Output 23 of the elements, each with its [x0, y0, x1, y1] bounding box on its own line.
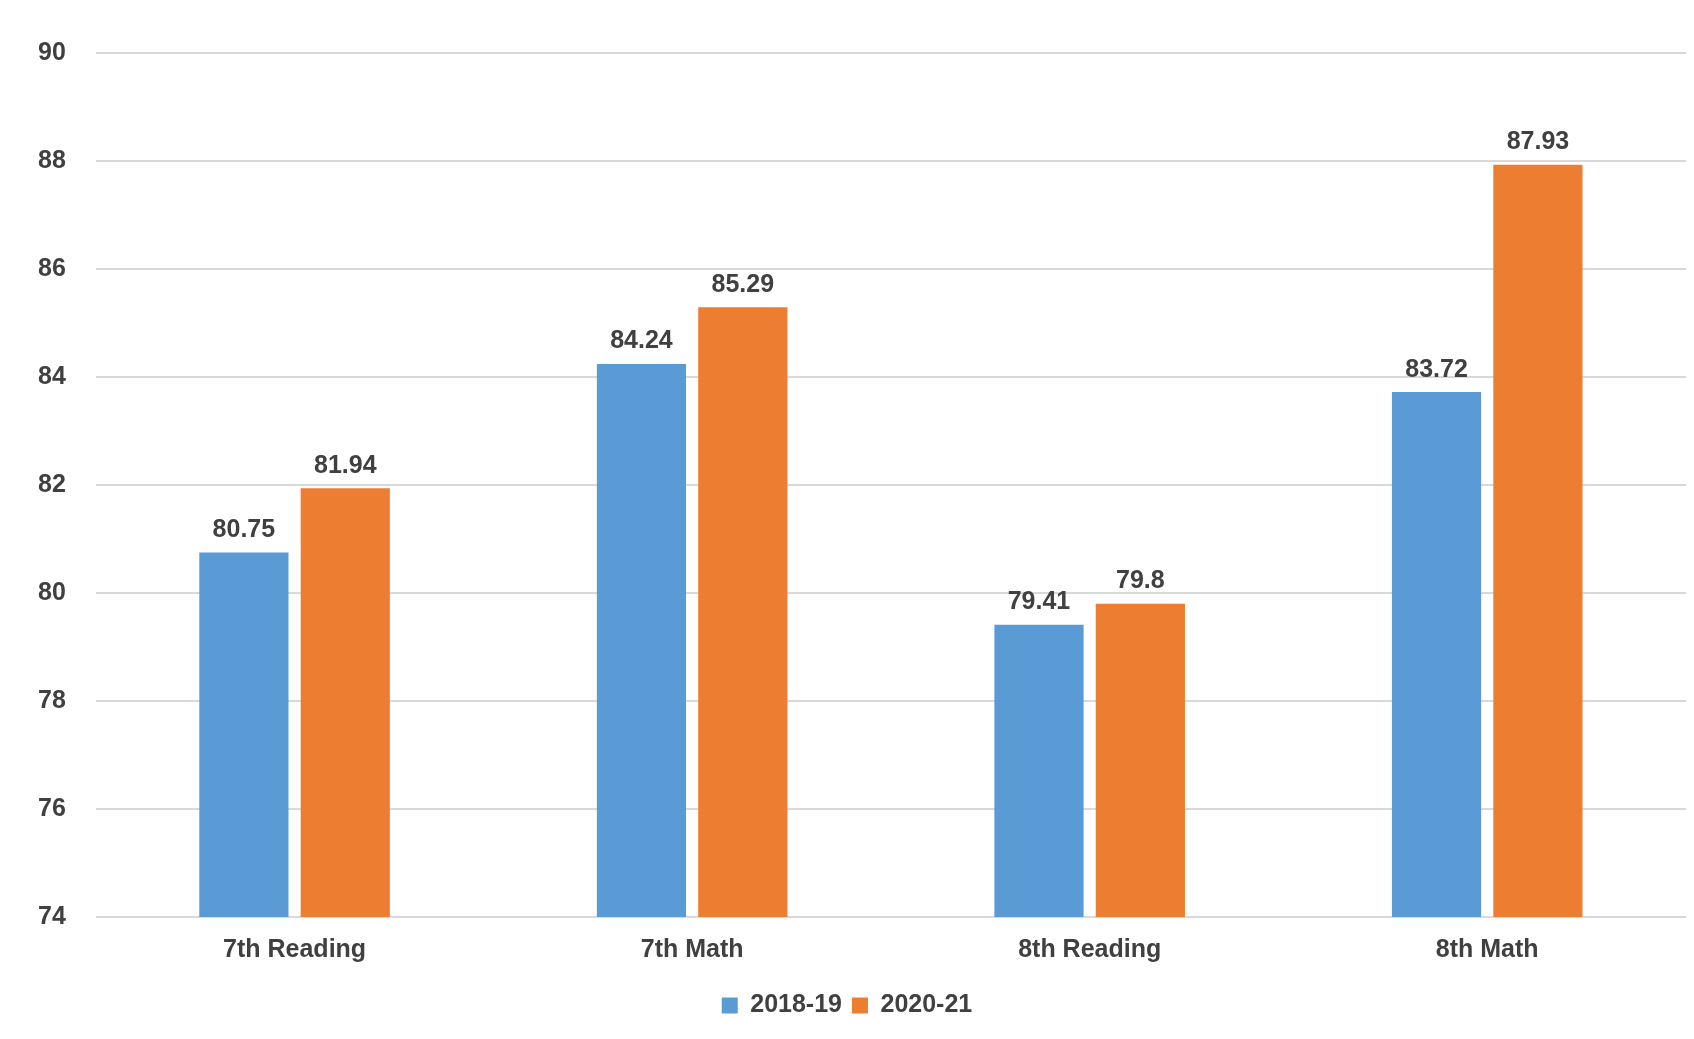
data-label: 87.93 — [1506, 126, 1570, 155]
x-tick-label: 7th Reading — [223, 933, 367, 962]
data-label: 79.8 — [1116, 565, 1165, 594]
x-tick-label: 8th Reading — [1018, 933, 1162, 962]
data-label: 81.94 — [313, 449, 377, 478]
y-tick-label: 84 — [38, 360, 66, 389]
y-tick-label: 86 — [38, 252, 66, 281]
data-label: 83.72 — [1405, 353, 1468, 382]
data-label: 79.41 — [1007, 586, 1071, 615]
data-label: 80.75 — [212, 513, 276, 542]
y-tick-label: 90 — [38, 36, 66, 65]
x-tick-label: 7th Math — [640, 933, 744, 962]
data-label: 84.24 — [610, 325, 673, 354]
legend-label: 2020-21 — [880, 989, 973, 1018]
y-tick-label: 80 — [38, 576, 66, 605]
y-tick-label: 76 — [38, 792, 66, 821]
y-tick-label: 88 — [38, 144, 66, 173]
y-tick-label: 74 — [38, 900, 66, 929]
x-tick-label: 8th Math — [1435, 933, 1539, 962]
data-label: 85.29 — [711, 268, 775, 297]
legend-label: 2018-19 — [750, 989, 842, 1018]
y-tick-label: 78 — [38, 684, 66, 713]
y-tick-label: 82 — [38, 468, 66, 497]
